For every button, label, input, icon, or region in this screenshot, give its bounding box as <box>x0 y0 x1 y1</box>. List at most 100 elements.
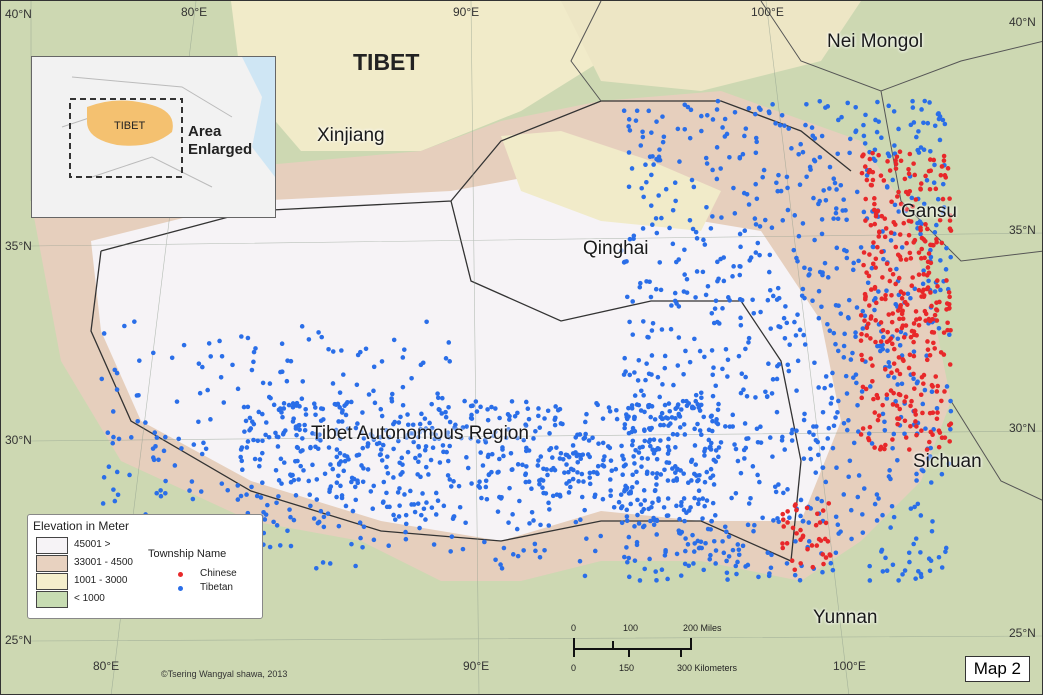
tibetan-township-dot <box>851 260 856 266</box>
tibetan-township-dot <box>893 399 898 404</box>
tibetan-township-dot <box>940 210 946 215</box>
chinese-township-dot <box>858 338 864 343</box>
tibetan-township-dot <box>672 180 678 186</box>
tibetan-township-dot <box>880 569 886 574</box>
chinese-township-dot <box>884 261 890 267</box>
chinese-township-dot <box>896 189 901 195</box>
chinese-township-dot <box>897 406 903 412</box>
tibetan-township-dot <box>501 453 506 459</box>
tibetan-township-dot <box>684 403 690 409</box>
chinese-township-dot <box>911 161 916 166</box>
label-sichuan: Sichuan <box>913 451 982 472</box>
tibetan-township-dot <box>343 503 349 509</box>
tibetan-township-dot <box>656 498 661 503</box>
chinese-township-dot <box>938 172 944 178</box>
tibetan-township-dot <box>405 449 411 455</box>
tibetan-township-dot <box>718 440 724 445</box>
tibetan-township-dot <box>738 315 743 321</box>
tibetan-township-dot <box>825 275 831 280</box>
chinese-township-dot <box>859 395 865 401</box>
tibetan-township-dot <box>243 418 249 424</box>
tibetan-township-dot <box>254 493 260 499</box>
tibetan-township-dot <box>663 415 669 420</box>
tibetan-township-dot <box>276 494 281 499</box>
tibetan-township-dot <box>627 319 632 325</box>
tibetan-township-dot <box>682 561 688 567</box>
tibetan-township-dot <box>761 167 767 173</box>
tibetan-township-dot <box>521 437 527 443</box>
chinese-township-dot <box>894 328 900 333</box>
tibetan-township-dot <box>293 493 299 498</box>
tibetan-township-dot <box>729 495 734 501</box>
chinese-township-dot <box>890 437 895 442</box>
tibetan-township-dot <box>523 423 529 428</box>
chinese-township-dot <box>923 222 928 227</box>
tibetan-township-dot <box>768 565 774 571</box>
tibetan-township-dot <box>339 419 345 424</box>
tibetan-township-dot <box>896 578 901 583</box>
tibetan-township-dot <box>812 237 817 243</box>
tibetan-township-dot <box>651 437 657 442</box>
chinese-township-dot <box>922 308 928 314</box>
tibetan-township-dot <box>946 461 952 466</box>
tibetan-township-dot <box>429 401 434 407</box>
chinese-township-dot <box>937 430 943 435</box>
tibetan-township-dot <box>831 176 837 182</box>
tibetan-township-dot <box>866 431 872 436</box>
tibetan-township-dot <box>303 412 309 417</box>
tibetan-township-dot <box>868 384 873 389</box>
tibetan-township-dot <box>618 492 624 497</box>
tibetan-township-dot <box>657 394 663 400</box>
tibetan-township-dot <box>619 248 624 253</box>
tibetan-township-dot <box>372 400 378 406</box>
tibetan-township-dot <box>337 390 343 395</box>
tibetan-township-dot <box>378 406 384 412</box>
tibetan-township-dot <box>807 446 813 451</box>
tibetan-township-dot <box>600 416 606 421</box>
tibetan-township-dot <box>702 453 707 458</box>
tibetan-township-dot <box>417 421 423 427</box>
chinese-township-dot <box>820 508 826 513</box>
tibetan-township-dot <box>765 297 771 303</box>
scale-miles-100: 100 <box>623 623 639 633</box>
chinese-township-dot <box>916 272 922 277</box>
tibetan-township-dot <box>792 572 798 578</box>
tibetan-township-dot <box>851 440 857 446</box>
tibetan-township-dot <box>337 450 343 456</box>
tibetan-township-dot <box>943 549 948 555</box>
tibetan-township-dot <box>327 561 333 566</box>
tibetan-township-dot <box>672 290 678 296</box>
tibetan-township-dot <box>841 492 847 497</box>
tibetan-township-dot <box>443 414 449 420</box>
tibetan-township-dot <box>690 532 695 538</box>
tibetan-township-dot <box>724 558 729 564</box>
tibetan-township-dot <box>786 126 792 131</box>
tibetan-township-dot <box>203 446 209 452</box>
tibetan-township-dot <box>132 319 137 324</box>
tibetan-township-dot <box>496 469 501 475</box>
chinese-township-dot <box>878 320 884 325</box>
chinese-township-dot <box>935 383 941 389</box>
tibetan-township-dot <box>311 516 317 521</box>
tibetan-township-dot <box>163 478 168 484</box>
tibetan-township-dot <box>820 409 826 415</box>
tibetan-township-dot <box>201 440 206 446</box>
tibetan-township-dot <box>355 478 360 483</box>
tibetan-township-dot <box>867 578 873 583</box>
tibetan-township-dot <box>639 509 645 515</box>
tibetan-township-dot <box>334 454 340 460</box>
tibetan-township-dot <box>844 427 850 433</box>
chinese-township-dot <box>875 244 880 250</box>
tibetan-township-dot <box>915 501 921 507</box>
tibetan-township-dot <box>563 452 569 458</box>
tibetan-township-dot <box>665 576 670 582</box>
tibetan-township-dot <box>915 147 921 153</box>
legend: Elevation in Meter 45001 >33001 - 4500 10… <box>27 514 263 619</box>
tibetan-township-dot <box>884 396 890 401</box>
tibetan-township-dot <box>550 493 556 499</box>
tibetan-township-dot <box>635 497 640 503</box>
tibetan-township-dot <box>493 406 498 411</box>
chinese-township-dot <box>868 287 874 292</box>
tibetan-township-dot <box>546 523 552 528</box>
tibetan-township-dot <box>876 496 881 501</box>
